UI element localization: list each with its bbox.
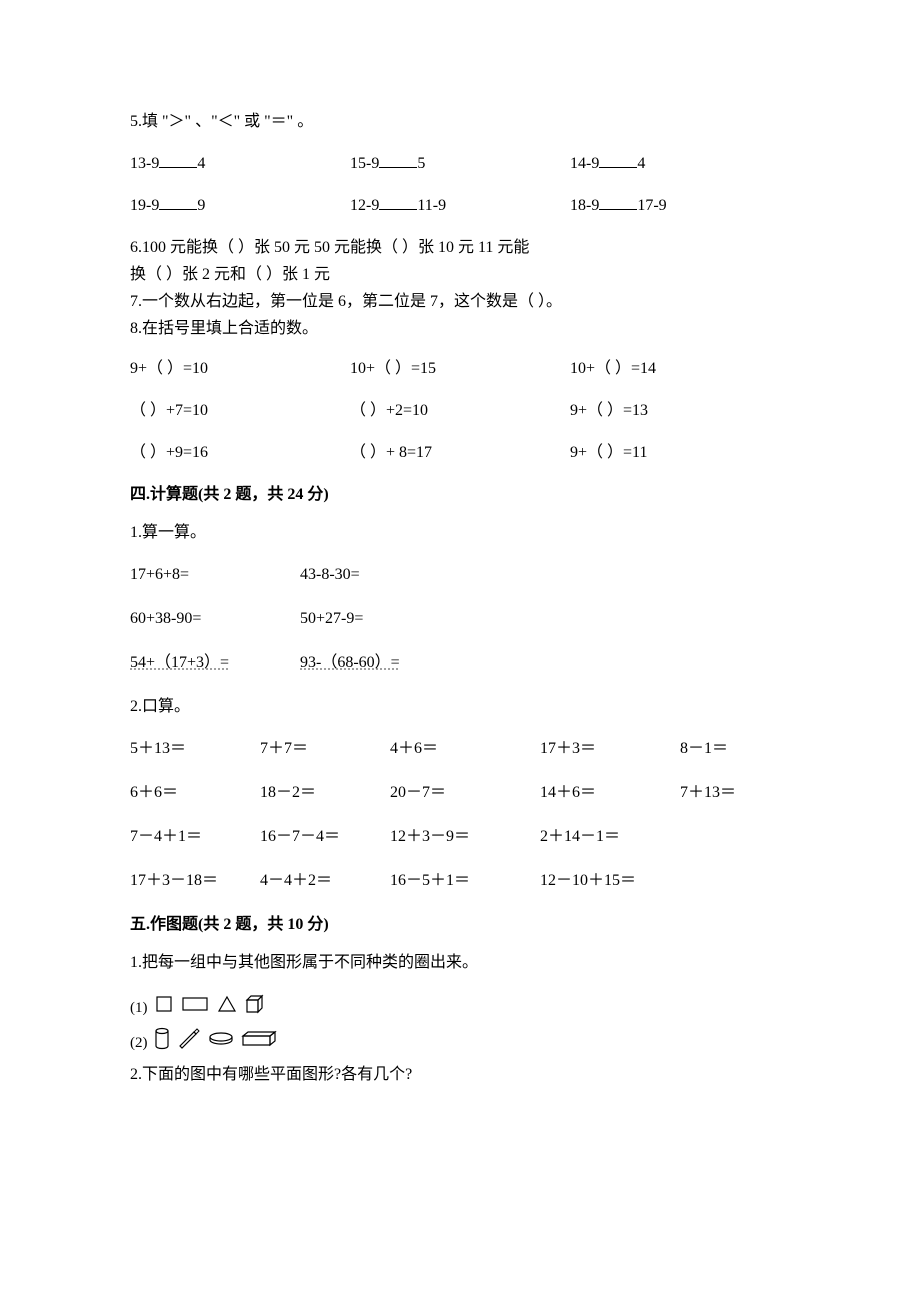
cuboid-icon <box>240 1030 280 1056</box>
s4q2-r1-c5: 8－1＝ <box>680 737 728 761</box>
blank <box>379 152 417 168</box>
section4-title: 四.计算题(共 2 题，共 24 分) <box>130 483 790 507</box>
s4-q2-title: 2.口算。 <box>130 695 790 719</box>
s4-q2-row3: 7－4＋1＝ 16－7－4＝ 12＋3－9＝ 2＋14－1＝ <box>130 825 790 849</box>
q7-text: 7.一个数从右边起，第一位是 6，第二位是 7，这个数是（ ）。 <box>130 290 790 314</box>
q8-r1-c3: 10+（ ）=14 <box>570 357 790 381</box>
rectangle-icon <box>180 994 210 1022</box>
q5-r2-right-b: 11-9 <box>417 197 446 214</box>
cube-icon <box>244 993 268 1023</box>
q8-r2-c3: 9+（ ）=13 <box>570 399 790 423</box>
s4q2-r4-c2: 4－4＋2＝ <box>260 869 390 893</box>
q5-r1-right-b: 5 <box>417 155 425 172</box>
q8-row2: （ ）+7=10 （ ）+2=10 9+（ ）=13 <box>130 399 790 423</box>
s4q2-r3-c3: 12＋3－9＝ <box>390 825 540 849</box>
q8-row1: 9+（ ）=10 10+（ ）=15 10+（ ）=14 <box>130 357 790 381</box>
s4q2-r1-c2: 7＋7＝ <box>260 737 390 761</box>
blank <box>159 152 197 168</box>
s4-q2-row4: 17＋3－18＝ 4－4＋2＝ 16－5＋1＝ 12－10＋15＝ <box>130 869 790 893</box>
s4q2-r3-c4: 2＋14－1＝ <box>540 825 680 849</box>
q5-r2-left-c: 18-9 <box>570 197 599 214</box>
s4q2-r1-c4: 17＋3＝ <box>540 737 680 761</box>
q8-r3-c3: 9+（ ）=11 <box>570 441 790 465</box>
s4q2-r1-c1: 5＋13＝ <box>130 737 260 761</box>
q5-r2-left-b: 12-9 <box>350 197 379 214</box>
s5-q2-title: 2.下面的图中有哪些平面图形?各有几个? <box>130 1063 790 1087</box>
q5-row1: 13-9 4 15-9 5 14-9 4 <box>130 152 790 176</box>
s5-q1-label1: (1) <box>130 997 148 1020</box>
s5-q1-label2: (2) <box>130 1032 148 1055</box>
cylinder-icon <box>154 1027 170 1059</box>
s5-q1-shapes2: (2) <box>130 1027 790 1059</box>
s4q1-r1-c1: 17+6+8= <box>130 563 300 587</box>
q5-r2-left-a: 19-9 <box>130 197 159 214</box>
q8-row3: （ ）+9=16 （ ）+ 8=17 9+（ ）=11 <box>130 441 790 465</box>
disc-icon <box>208 1031 234 1055</box>
q5-r1-left-c: 14-9 <box>570 155 599 172</box>
q6-line1: 6.100 元能换（ ）张 50 元 50 元能换（ ）张 10 元 11 元能 <box>130 236 790 260</box>
s5-q1-shapes1: (1) <box>130 993 790 1023</box>
s4q1-r3-c1: 54+（17+3）= <box>130 651 300 675</box>
s4-q2-row1: 5＋13＝ 7＋7＝ 4＋6＝ 17＋3＝ 8－1＝ <box>130 737 790 761</box>
q5-title: 5.填 "＞" 、"＜" 或 "＝" 。 <box>130 110 790 134</box>
blank <box>599 194 637 210</box>
q5-r2-right-c: 17-9 <box>637 197 666 214</box>
s4q2-r3-c2: 16－7－4＝ <box>260 825 390 849</box>
q6-line2: 换（ ）张 2 元和（ ）张 1 元 <box>130 263 790 287</box>
s4q2-r2-c2: 18－2＝ <box>260 781 390 805</box>
s4q1-r2-c2: 50+27-9= <box>300 607 363 631</box>
s4-q1-title: 1.算一算。 <box>130 521 790 545</box>
q8-r1-c1: 9+（ ）=10 <box>130 357 350 381</box>
q8-r2-c2: （ ）+2=10 <box>350 399 570 423</box>
s4-q1-row2: 60+38-90= 50+27-9= <box>130 607 790 631</box>
blank <box>159 194 197 210</box>
s4q1-r1-c2: 43-8-30= <box>300 563 360 587</box>
s4q1-r3-c2: 93-（68-60）= <box>300 651 400 675</box>
s4-q1-row1: 17+6+8= 43-8-30= <box>130 563 790 587</box>
s4q1-r2-c1: 60+38-90= <box>130 607 300 631</box>
q5-r1-right-a: 4 <box>197 155 205 172</box>
s4q2-r2-c5: 7＋13＝ <box>680 781 736 805</box>
section5-title: 五.作图题(共 2 题，共 10 分) <box>130 913 790 937</box>
s4-q1-row3: 54+（17+3）= 93-（68-60）= <box>130 651 790 675</box>
q8-r3-c1: （ ）+9=16 <box>130 441 350 465</box>
q8-r3-c2: （ ）+ 8=17 <box>350 441 570 465</box>
q5-r1-right-c: 4 <box>637 155 645 172</box>
q8-title: 8.在括号里填上合适的数。 <box>130 317 790 341</box>
s4q2-r4-c4: 12－10＋15＝ <box>540 869 680 893</box>
s4q2-r4-c3: 16－5＋1＝ <box>390 869 540 893</box>
square-icon <box>154 994 174 1022</box>
s4q2-r4-c1: 17＋3－18＝ <box>130 869 260 893</box>
s4-q2-row2: 6＋6＝ 18－2＝ 20－7＝ 14＋6＝ 7＋13＝ <box>130 781 790 805</box>
q8-r2-c1: （ ）+7=10 <box>130 399 350 423</box>
s4q2-r3-c1: 7－4＋1＝ <box>130 825 260 849</box>
pencil-icon <box>176 1028 202 1058</box>
blank <box>379 194 417 210</box>
triangle-icon <box>216 994 238 1022</box>
q5-row2: 19-9 9 12-9 11-9 18-9 17-9 <box>130 194 790 218</box>
s5-q1-title: 1.把每一组中与其他图形属于不同种类的圈出来。 <box>130 951 790 975</box>
q5-r2-right-a: 9 <box>197 197 205 214</box>
s4q2-r2-c4: 14＋6＝ <box>540 781 680 805</box>
s4q2-r2-c3: 20－7＝ <box>390 781 540 805</box>
q8-r1-c2: 10+（ ）=15 <box>350 357 570 381</box>
blank <box>599 152 637 168</box>
s4q2-r2-c1: 6＋6＝ <box>130 781 260 805</box>
s4q2-r1-c3: 4＋6＝ <box>390 737 540 761</box>
q5-r1-left-a: 13-9 <box>130 155 159 172</box>
q5-r1-left-b: 15-9 <box>350 155 379 172</box>
